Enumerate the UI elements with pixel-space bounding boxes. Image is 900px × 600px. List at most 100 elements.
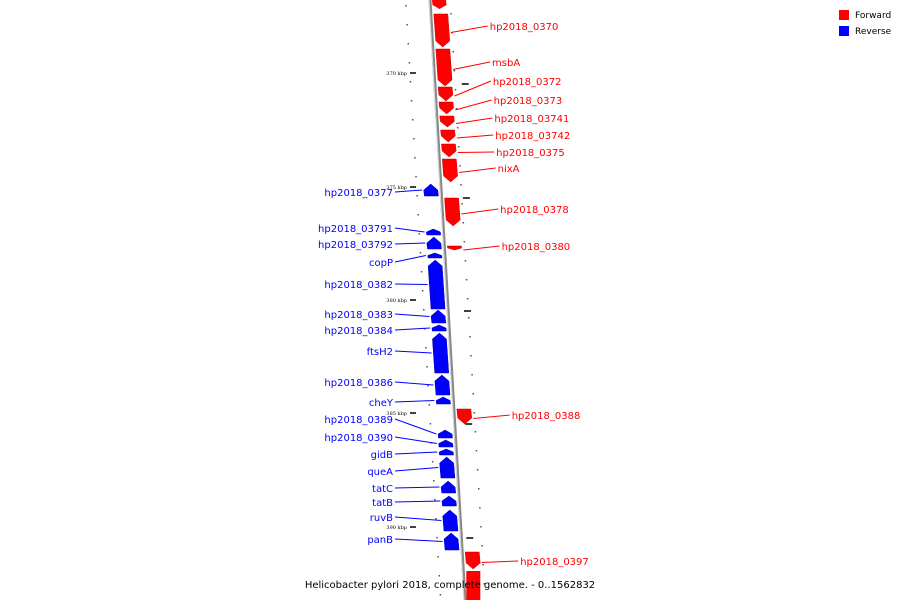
gene-leader-line — [461, 208, 499, 215]
minor-tick — [411, 119, 414, 121]
gene-label-forward: nixA — [498, 164, 520, 175]
gene-label-reverse: ftsH2 — [367, 347, 393, 358]
gene-reverse — [426, 236, 442, 250]
gene-forward — [438, 101, 454, 115]
gene-leader-line — [473, 414, 510, 419]
gene-forward — [447, 245, 462, 251]
minor-tick — [456, 127, 459, 129]
gene-labels: hp2018_0370 msbA hp2018_0372 hp2018_0373 hp2… — [318, 22, 589, 568]
gene-forward-partial — [432, 0, 447, 9]
gene-leader-line — [394, 189, 423, 193]
minor-tick — [478, 488, 480, 490]
minor-tick — [462, 222, 464, 224]
minor-tick — [483, 583, 486, 585]
gene-label-reverse: tatC — [372, 484, 393, 495]
gene-leader-line — [458, 167, 496, 173]
gene-label-reverse: hp2018_0384 — [324, 326, 393, 337]
minor-tick — [454, 89, 457, 91]
minor-tick — [421, 290, 424, 292]
gene-leader-line — [456, 117, 493, 124]
minor-tick — [405, 5, 407, 7]
minor-tick — [465, 279, 468, 281]
gene-label-forward: hp2018_0388 — [512, 411, 581, 422]
gene-label-forward: hp2018_0378 — [500, 205, 569, 216]
minor-tick — [470, 355, 472, 357]
gene-leader-line — [394, 400, 435, 403]
gene-reverse — [439, 456, 456, 479]
gene-leader-line — [450, 25, 488, 33]
gene-forward — [433, 13, 450, 48]
minor-tick — [416, 195, 418, 197]
gene-label-reverse: hp2018_0377 — [324, 188, 393, 199]
minor-tick — [419, 252, 422, 254]
minor-tick — [482, 564, 484, 566]
minor-tick — [459, 165, 461, 167]
gene-label-reverse: hp2018_0382 — [324, 280, 393, 291]
minor-tick — [453, 70, 456, 72]
tick-label: 385 kbp — [386, 411, 407, 417]
gene-reverse — [443, 532, 460, 551]
gene-reverse — [440, 480, 457, 494]
gene-reverse — [427, 259, 446, 310]
gene-leader-line — [394, 467, 439, 472]
tick-label: 375 kbp — [386, 185, 407, 191]
gene-reverse — [423, 183, 439, 197]
minor-tick — [426, 366, 428, 368]
gene-leader-line — [394, 516, 442, 521]
minor-tick — [415, 176, 417, 178]
gene-leader-line — [455, 99, 492, 111]
minor-tick — [474, 431, 477, 433]
gene-label-reverse: ruvB — [370, 513, 393, 524]
gene-label-reverse: panB — [367, 535, 393, 546]
gene-leader-line — [394, 500, 441, 503]
gene-label-reverse: hp2018_0390 — [324, 433, 393, 444]
gene-label-forward: hp2018_0370 — [490, 22, 559, 33]
gene-label-reverse: hp2018_03792 — [318, 240, 393, 251]
minor-tick — [427, 385, 429, 387]
minor-tick — [431, 461, 434, 463]
genome-backbone-highlight — [428, 0, 465, 600]
gene-reverse — [435, 396, 451, 405]
minor-tick — [466, 298, 469, 300]
minor-tick — [479, 507, 481, 509]
gene-forward-partial — [466, 571, 481, 600]
gene-label-reverse: hp2018_0389 — [324, 415, 393, 426]
gene-leader-line — [394, 313, 430, 317]
minor-tick — [464, 260, 467, 262]
gene-leader-line — [394, 255, 427, 263]
gene-leader-line — [463, 245, 500, 251]
minor-tick — [463, 241, 466, 243]
minor-tick — [417, 214, 419, 216]
minor-tick — [418, 233, 421, 235]
gene-leader-line — [394, 451, 438, 455]
gene-label-forward: hp2018_0380 — [502, 242, 571, 253]
gene-forward — [439, 115, 455, 128]
gene-leader-line — [394, 283, 428, 285]
gene-reverse — [438, 448, 454, 456]
minor-tick — [452, 51, 455, 53]
minor-tick — [450, 13, 452, 15]
gene-leader-line — [394, 418, 437, 435]
gene-reverse — [437, 429, 453, 439]
gene-label-forward: hp2018_03742 — [495, 131, 570, 142]
minor-tick — [438, 575, 441, 577]
minor-tick — [428, 404, 431, 406]
minor-tick — [473, 412, 476, 414]
gene-leader-line — [394, 327, 431, 331]
legend-reverse-swatch — [839, 26, 849, 36]
gene-forward — [437, 86, 454, 102]
minor-tick — [437, 556, 439, 558]
minor-tick — [468, 317, 470, 319]
gene-label-reverse: hp2018_0383 — [324, 310, 393, 321]
gene-forward — [456, 408, 472, 425]
gene-leader-line — [394, 350, 432, 354]
genome-caption: Helicobacter pylori 2018, complete genom… — [305, 580, 595, 591]
gene-label-forward: hp2018_03741 — [494, 114, 569, 125]
minor-tick — [471, 374, 473, 376]
gene-leader-line — [481, 560, 519, 563]
gene-forward — [444, 197, 461, 227]
gene-forward — [440, 129, 456, 143]
gene-leader-line — [452, 61, 491, 70]
gene-label-reverse: cheY — [369, 398, 394, 409]
